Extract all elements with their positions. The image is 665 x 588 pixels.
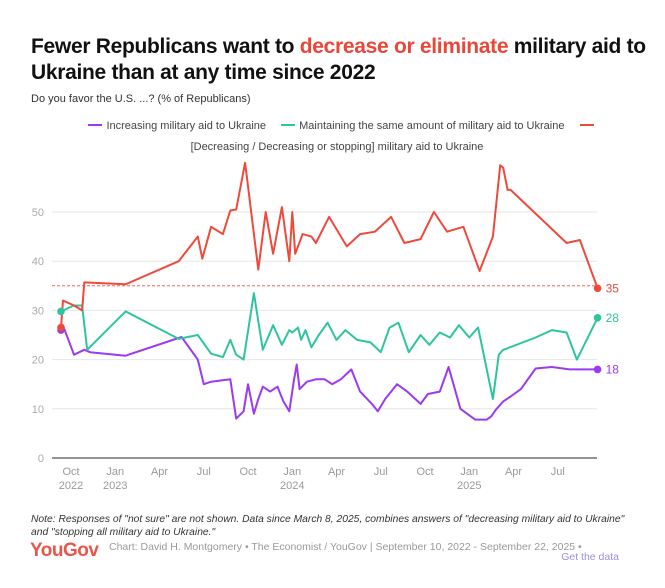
legend-item-maintaining: Maintaining the same amount of military … bbox=[281, 120, 564, 132]
end-label-maintaining: 28 bbox=[606, 311, 620, 325]
legend-swatch bbox=[281, 124, 296, 127]
x-tick-label: Jan bbox=[460, 466, 478, 478]
x-axis-ticks: Oct 2022 Jan 2023 Apr Jul Oct Jan 2024 Apr Jul Oct J… bbox=[59, 466, 565, 492]
x-tick-label: Oct bbox=[62, 466, 79, 478]
y-tick-label: 0 bbox=[38, 453, 44, 465]
y-tick-label: 10 bbox=[32, 404, 44, 416]
legend-label: Maintaining the same amount of military … bbox=[299, 120, 565, 132]
end-point-increasing bbox=[593, 365, 602, 374]
series-endpoints: 18 28 35 bbox=[57, 281, 619, 376]
y-tick-label: 50 bbox=[32, 207, 44, 219]
x-tick-label: Jan bbox=[283, 466, 301, 478]
series-line-decreasing bbox=[60, 161, 599, 329]
x-tick-label: Jul bbox=[551, 466, 565, 478]
legend-label: [Decreasing / Decreasing or stopping] mi… bbox=[190, 141, 484, 153]
legend-item-decreasing: [Decreasing / Decreasing or stopping] mi… bbox=[191, 120, 598, 153]
end-label-increasing: 18 bbox=[606, 362, 620, 376]
chart-title: Fewer Republicans want to decrease or el… bbox=[31, 34, 651, 86]
y-tick-label: 40 bbox=[32, 256, 44, 268]
x-tick-label: 2022 bbox=[59, 480, 83, 492]
end-point-decreasing bbox=[593, 284, 602, 293]
x-tick-label: Apr bbox=[151, 466, 168, 478]
yougov-logo: YouGov bbox=[30, 540, 99, 561]
x-tick-label: 2025 bbox=[457, 480, 481, 492]
chart-credit: Chart: David H. Montgomery • The Economi… bbox=[109, 541, 582, 553]
x-tick-label: Apr bbox=[328, 466, 345, 478]
x-tick-label: Jul bbox=[374, 466, 388, 478]
series-lines bbox=[60, 161, 599, 421]
x-tick-label: Apr bbox=[505, 466, 522, 478]
y-axis-ticks: 0 10 20 30 40 50 bbox=[32, 207, 44, 465]
get-the-data-link[interactable]: Get the data bbox=[561, 551, 619, 563]
title-text-end: military aid to Ukraine than at any time… bbox=[31, 35, 646, 84]
title-text: Fewer Republicans want to bbox=[31, 35, 300, 58]
x-tick-label: 2023 bbox=[103, 480, 127, 492]
series-line-maintaining bbox=[60, 292, 599, 400]
series-line-increasing bbox=[60, 324, 599, 421]
legend: Increasing military aid to Ukraine Maint… bbox=[60, 116, 620, 158]
start-point-decreasing bbox=[57, 323, 65, 332]
end-label-decreasing: 35 bbox=[606, 281, 620, 295]
gridlines bbox=[52, 211, 597, 459]
legend-swatch bbox=[579, 124, 594, 127]
y-tick-label: 20 bbox=[32, 355, 44, 367]
end-point-maintaining bbox=[593, 313, 602, 322]
title-highlight: decrease or eliminate bbox=[299, 35, 509, 58]
line-chart: 0 10 20 30 40 50 Oct 2022 Jan 2023 Apr Jul Oct Jan 20… bbox=[32, 161, 619, 492]
legend-item-increasing: Increasing military aid to Ukraine bbox=[88, 120, 266, 132]
legend-swatch bbox=[88, 124, 103, 127]
x-tick-label: Oct bbox=[416, 466, 433, 478]
legend-label: Increasing military aid to Ukraine bbox=[106, 120, 267, 132]
chart-note: Note: Responses of "not sure" are not sh… bbox=[31, 514, 625, 538]
x-tick-label: Oct bbox=[239, 466, 256, 478]
y-tick-label: 30 bbox=[32, 305, 44, 317]
x-tick-label: 2024 bbox=[280, 480, 304, 492]
start-point-maintaining bbox=[57, 307, 65, 316]
x-tick-label: Jan bbox=[106, 466, 124, 478]
chart-subtitle: Do you favor the U.S. ...? (% of Republi… bbox=[31, 93, 251, 105]
x-tick-label: Jul bbox=[197, 466, 211, 478]
